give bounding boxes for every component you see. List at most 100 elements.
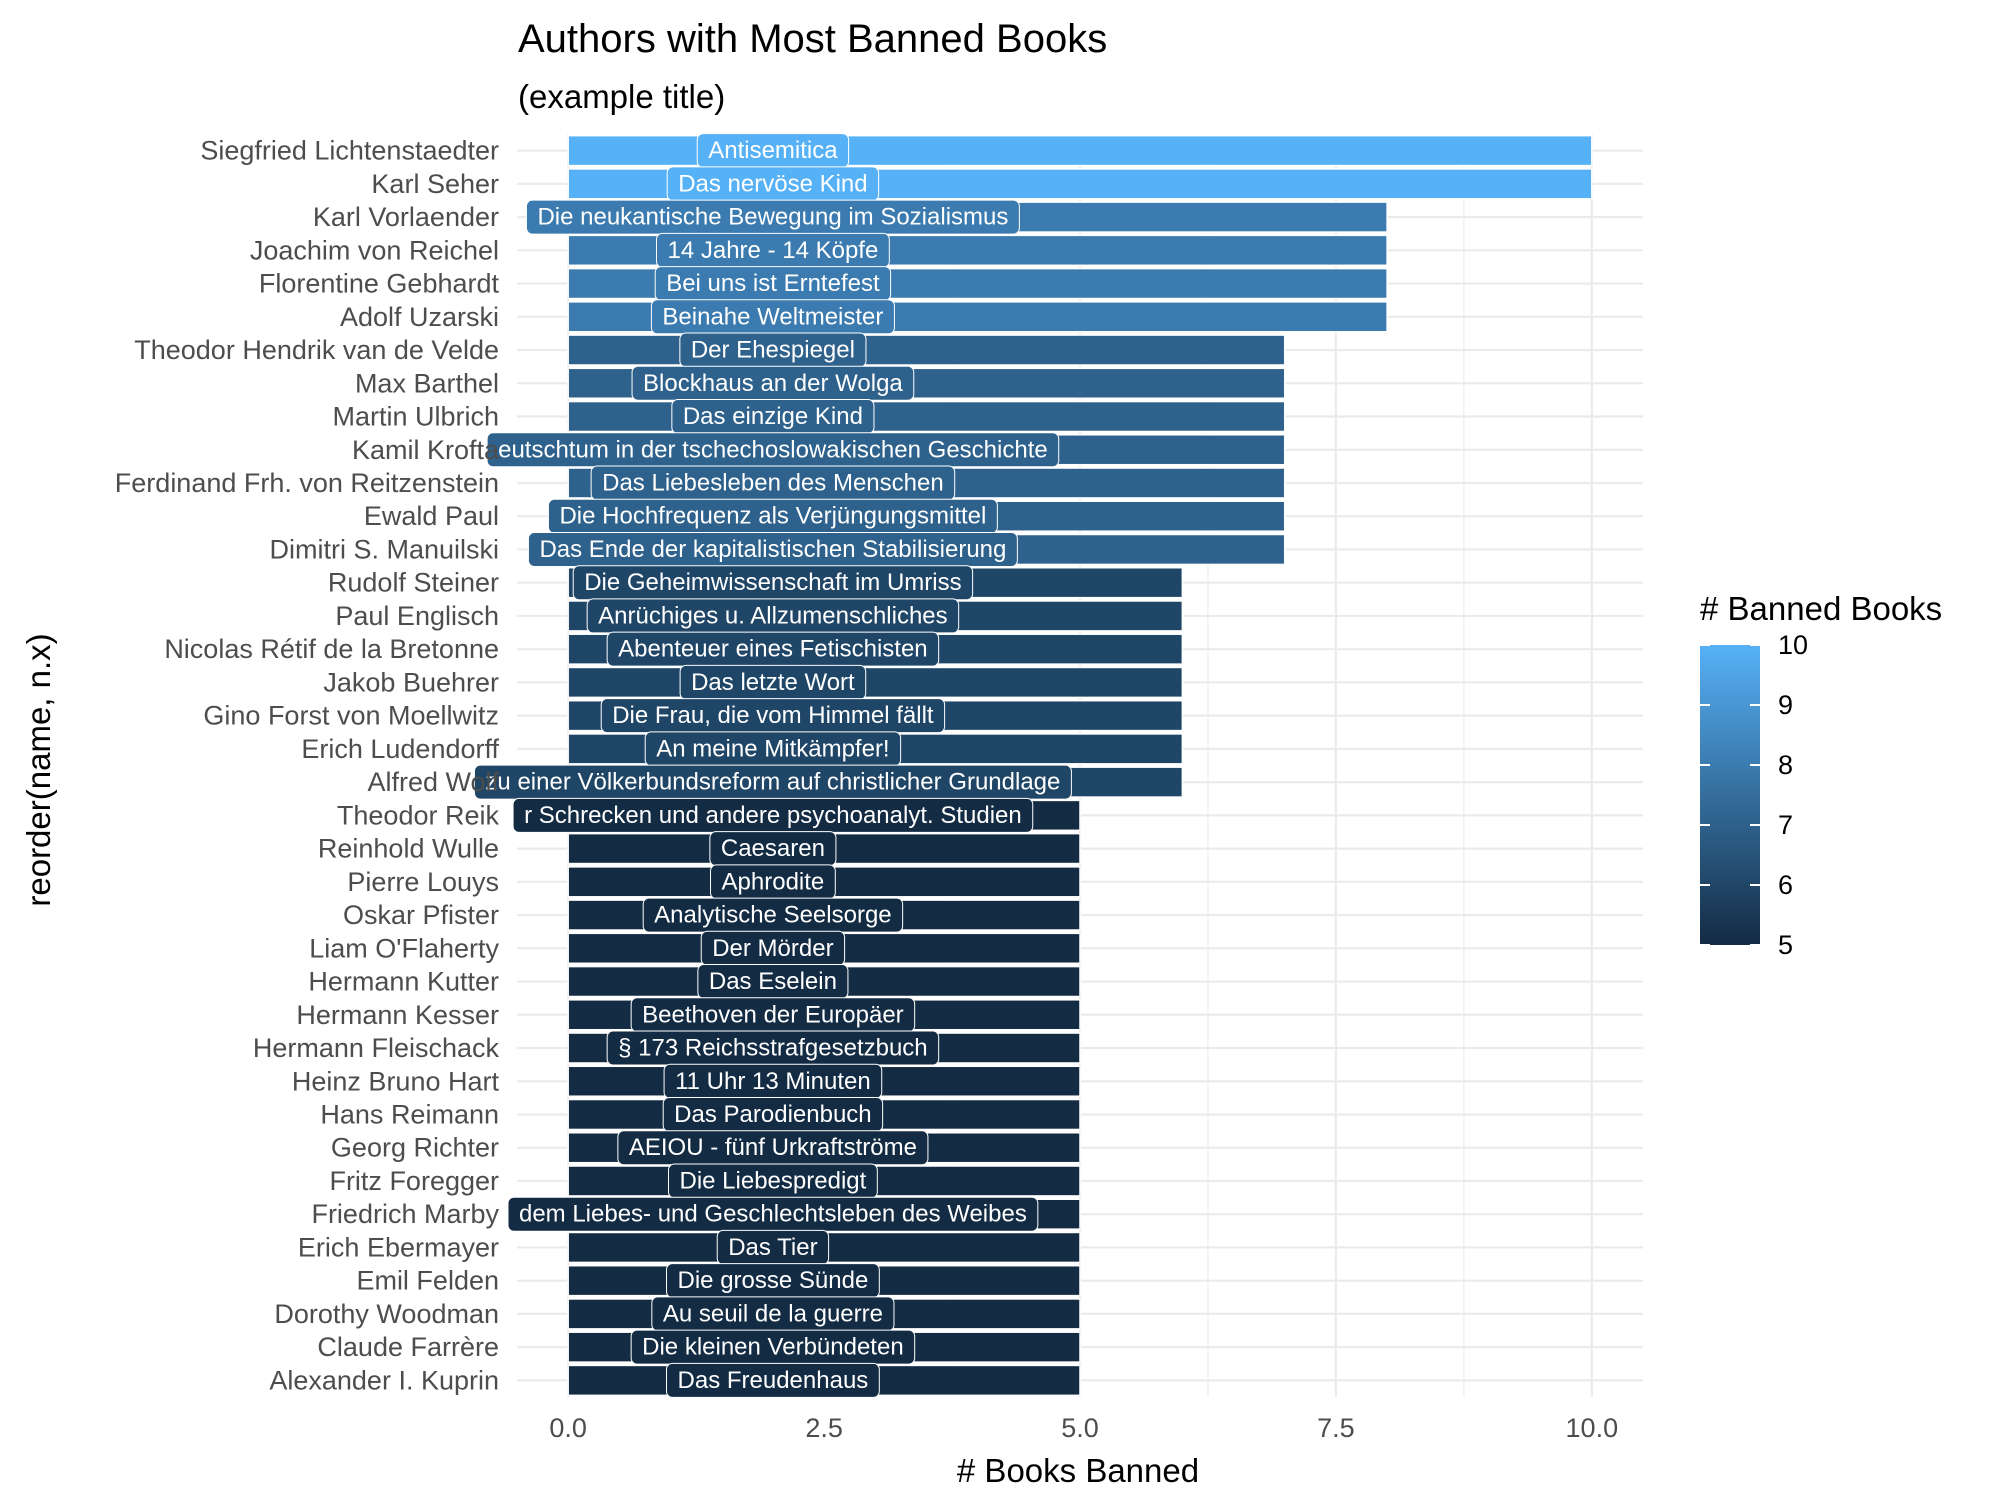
y-tick-label: Theodor Hendrik van de Velde xyxy=(134,335,499,365)
bar-label: Beethoven der Europäer xyxy=(630,997,916,1033)
bar xyxy=(567,334,1286,366)
y-tick-label: Adolf Uzarski xyxy=(340,302,499,332)
x-axis-title: # Books Banned xyxy=(957,1452,1199,1489)
y-tick-label: Ferdinand Frh. von Reitzenstein xyxy=(115,468,499,498)
bar-label-box xyxy=(666,1362,880,1398)
legend-ticks: 10 9 8 7 6 5 xyxy=(1700,630,1808,960)
bar-label-text: zu einer Völkerbundsreform auf christlic… xyxy=(485,769,1060,796)
y-tick-label: Max Barthel xyxy=(355,368,499,398)
bar-label-text: Bei uns ist Erntefest xyxy=(666,270,880,297)
bar-label: Die grosse Sünde xyxy=(666,1263,880,1299)
bar xyxy=(567,666,1184,699)
bar-label-text: Das einzige Kind xyxy=(683,403,863,430)
bar-label-text: Die grosse Sünde xyxy=(678,1267,869,1294)
bar-label-text: Das letzte Wort xyxy=(691,669,855,696)
bar-label: r Schrecken und andere psychoanalyt. Stu… xyxy=(512,797,1034,833)
legend-tick-label: 5 xyxy=(1778,930,1793,960)
x-tick-label: 0.0 xyxy=(549,1413,587,1443)
bar-label-text: 11 Uhr 13 Minuten xyxy=(675,1068,871,1095)
bar-label: Das Parodienbuch xyxy=(662,1096,884,1132)
y-tick-label: Gino Forst von Moellwitz xyxy=(203,701,499,731)
bar-labels: Antisemitica Das nervöse Kind Die neukanti… xyxy=(473,133,1072,1398)
legend: # Banned Books 10 9 8 7 6 5 xyxy=(1700,590,1942,960)
bar-label: Die Frau, die vom Himmel fällt xyxy=(600,698,946,734)
x-tick-label: 2.5 xyxy=(805,1413,843,1443)
legend-tick-label: 9 xyxy=(1778,690,1793,720)
y-tick-label: Siegfried Lichtenstaedter xyxy=(200,136,499,166)
y-tick-label: Joachim von Reichel xyxy=(250,235,499,265)
y-tick-label: Rudolf Steiner xyxy=(328,568,499,598)
bar-label: Das Freudenhaus xyxy=(666,1362,880,1398)
y-tick-label: Dimitri S. Manuilski xyxy=(269,534,499,564)
y-tick-label: Theodor Reik xyxy=(337,800,500,830)
x-tick-label: 10.0 xyxy=(1566,1413,1619,1443)
y-tick-label: Paul Englisch xyxy=(335,601,499,631)
bar-label-text: Beinahe Weltmeister xyxy=(662,303,883,330)
bar-label: Anrüchiges u. Allzumenschliches xyxy=(586,598,960,634)
y-tick-label: Erich Ludendorff xyxy=(301,734,499,764)
x-tick-label: 7.5 xyxy=(1317,1413,1355,1443)
bar-label-text: Das Freudenhaus xyxy=(678,1367,869,1394)
bar-label-text: Das nervöse Kind xyxy=(678,170,867,197)
bar-label: Blockhaus an der Wolga xyxy=(631,365,915,401)
x-tick-label: 5.0 xyxy=(1061,1413,1099,1443)
y-tick-label: Georg Richter xyxy=(331,1133,499,1163)
y-tick-label: Fritz Foregger xyxy=(329,1166,499,1196)
bar-label: Au seuil de la guerre xyxy=(651,1296,895,1332)
bar-label: Die Hochfrequenz als Verjüngungsmittel xyxy=(547,498,998,534)
y-tick-label: Nicolas Rétif de la Bretonne xyxy=(164,634,499,664)
y-tick-label: Florentine Gebhardt xyxy=(259,269,500,299)
bar-label: An meine Mitkämpfer! xyxy=(644,731,902,767)
bar-label: 11 Uhr 13 Minuten xyxy=(663,1063,883,1099)
bar-label: Die neukantische Bewegung im Sozialismus xyxy=(525,199,1020,235)
bar-label: Das nervöse Kind xyxy=(666,166,880,202)
bar-label: dem Liebes- und Geschlechtsleben des Wei… xyxy=(507,1196,1039,1232)
bar-label: Der Mörder xyxy=(700,930,846,966)
bar-label: Beinahe Weltmeister xyxy=(650,299,895,335)
bar-label-text: § 173 Reichsstrafgesetzbuch xyxy=(618,1035,928,1062)
y-tick-label: Karl Vorlaender xyxy=(313,202,499,232)
bar-label: Die Geheimwissenschaft im Umriss xyxy=(572,565,974,601)
y-tick-label: Friedrich Marby xyxy=(311,1199,499,1229)
bar-label: Die Liebespredigt xyxy=(668,1163,878,1199)
bar-label-text: Die kleinen Verbündeten xyxy=(642,1334,904,1361)
bar-label: Das einzige Kind xyxy=(671,399,875,435)
bar-label: 14 Jahre - 14 Köpfe xyxy=(656,232,890,268)
bar-label: Das Eselein xyxy=(697,964,849,1000)
y-tick-label: Alfred Wolf xyxy=(367,767,499,797)
bar-label: Caesaren xyxy=(709,831,837,867)
bar-label: Der Ehespiegel xyxy=(679,332,867,368)
bar-label-text: Abenteuer eines Fetischisten xyxy=(618,636,928,663)
chart-subtitle: (example title) xyxy=(518,78,725,115)
x-tick-labels: 0.0 2.5 5.0 7.5 10.0 xyxy=(549,1413,1618,1443)
y-tick-label: Jakob Buehrer xyxy=(323,667,499,697)
bar-label-text: Die Frau, die vom Himmel fällt xyxy=(612,702,934,729)
y-tick-label: Ewald Paul xyxy=(364,501,499,531)
bar-label: Das Tier xyxy=(716,1229,830,1265)
bar-label-text: Das Ende der kapitalistischen Stabilisie… xyxy=(539,536,1006,563)
y-tick-label: Erich Ebermayer xyxy=(298,1232,499,1262)
bar-label: AEIOU - fünf Urkraftströme xyxy=(617,1130,929,1166)
chart-title: Authors with Most Banned Books xyxy=(518,17,1107,61)
bar-label-text: Anrüchiges u. Allzumenschliches xyxy=(598,602,948,629)
legend-colorbar xyxy=(1700,645,1760,945)
bar-label-text: Die Hochfrequenz als Verjüngungsmittel xyxy=(559,503,986,530)
bar-label-text: eutschtum in der tschechoslowakischen Ge… xyxy=(498,436,1048,463)
bar-label-text: Caesaren xyxy=(721,835,825,862)
bar-label-text: Beethoven der Europäer xyxy=(642,1001,904,1028)
y-tick-label: Hermann Kesser xyxy=(296,1000,499,1030)
bar-label: Abenteuer eines Fetischisten xyxy=(606,631,940,667)
y-tick-label: Kamil Krofta xyxy=(352,435,500,465)
y-tick-label: Emil Felden xyxy=(356,1266,499,1296)
bar-label-text: 14 Jahre - 14 Köpfe xyxy=(668,237,879,264)
bar-label-text: An meine Mitkämpfer! xyxy=(656,735,889,762)
bar-label-text: Au seuil de la guerre xyxy=(663,1300,883,1327)
bar-label-text: Das Eselein xyxy=(709,968,837,995)
bar-label-text: Der Mörder xyxy=(712,935,833,962)
y-tick-label: Karl Seher xyxy=(371,169,499,199)
bar-label-text: r Schrecken und andere psychoanalyt. Stu… xyxy=(524,802,1022,829)
y-tick-label: Heinz Bruno Hart xyxy=(292,1066,500,1096)
bar-label: Aphrodite xyxy=(710,864,836,900)
legend-tick-label: 6 xyxy=(1778,870,1793,900)
